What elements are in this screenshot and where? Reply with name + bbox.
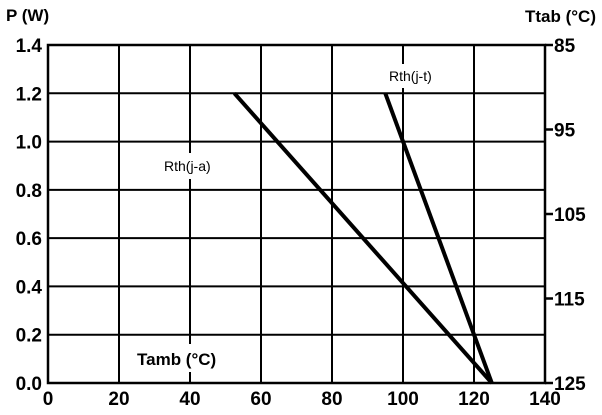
tick-labels: 0 20 40 60 80 100 120 140 0.0 0.2 0.4 0.6 0.8 1.0 1.2 1…: [16, 36, 587, 410]
y-tick-label: 1.4: [16, 36, 43, 57]
label-background: [158, 153, 230, 179]
x-tick-label: 40: [179, 389, 200, 410]
y2-tick-label: 115: [554, 290, 585, 311]
plot-frame: [46, 43, 547, 385]
series-label-rth-j-a: Rth(j-a): [164, 158, 211, 174]
series-line: [383, 92, 494, 384]
y-tick-label: 0.2: [16, 326, 42, 347]
x-tick-label: 80: [321, 389, 342, 410]
x-axis-title: Tamb (°C): [137, 350, 216, 369]
y-axis-title: P (W): [6, 6, 49, 25]
x-tick-label: 140: [529, 389, 561, 410]
x-tick-label: 20: [108, 389, 129, 410]
x-tick-label: 0: [43, 389, 54, 410]
annotations: Rth(j-t) Rth(j-a) Tamb (°C): [130, 64, 448, 372]
x-tick-label: 120: [458, 389, 490, 410]
y-tick-label: 1.0: [16, 133, 42, 154]
y-tick-label: 1.2: [16, 84, 42, 105]
y2-tick-label: 95: [554, 121, 576, 142]
series-layer: [232, 91, 494, 385]
series-label-rth-j-t: Rth(j-t): [389, 68, 432, 84]
label-background: [130, 344, 242, 372]
y-tick-label: 0.0: [16, 374, 42, 395]
y2-tick-label: 125: [554, 374, 586, 395]
y-tick-label: 0.8: [16, 181, 42, 202]
grid: [47, 44, 546, 384]
y-tick-label: 0.4: [16, 277, 43, 298]
y2-axis-title: Ttab (°C): [525, 7, 596, 26]
y-tick-label: 0.6: [16, 229, 42, 250]
y2-tick-label: 85: [554, 36, 576, 57]
x-tick-label: 60: [250, 389, 271, 410]
x-tick-label: 100: [387, 389, 419, 410]
series-line: [232, 91, 494, 385]
label-background: [382, 64, 448, 88]
y2-tick-label: 105: [554, 205, 586, 226]
